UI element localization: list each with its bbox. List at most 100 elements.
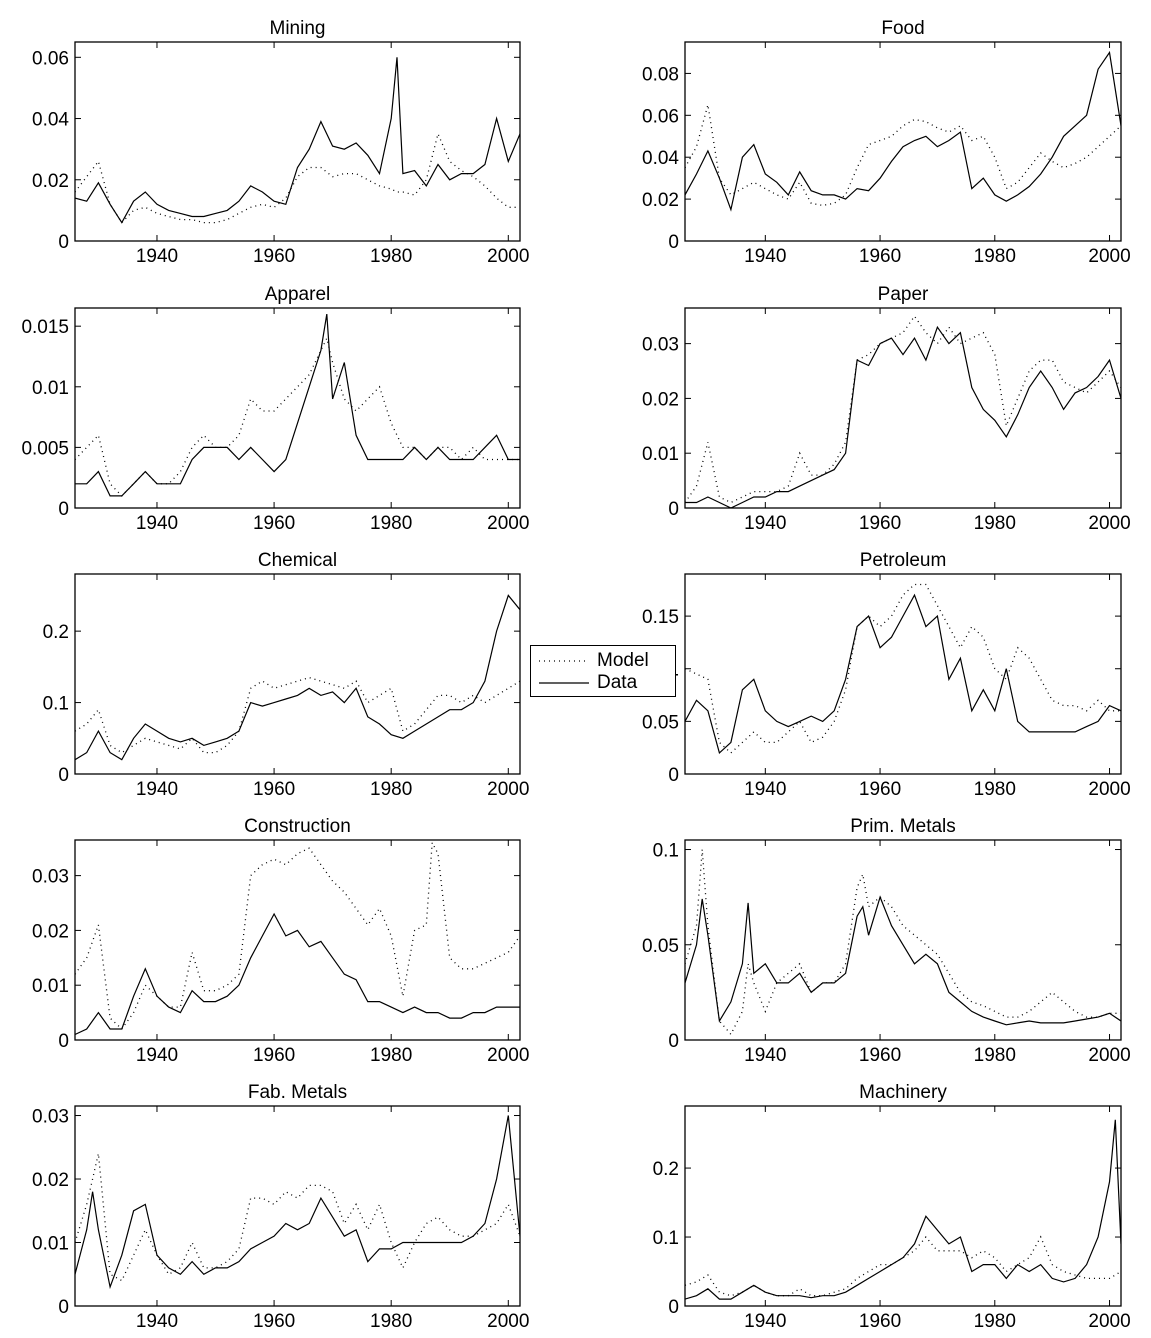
x-tick-label: 1940 (744, 1045, 786, 1066)
x-tick-label: 1960 (253, 779, 295, 800)
panel-fab-metals: Fab. Metals 1940 1960 1980 2000 0 0.01 0.02 0.03 (32, 1082, 529, 1332)
x-tick-label: 1960 (859, 513, 901, 534)
plot-frame (74, 307, 521, 509)
y-tick-label: 0.01 (32, 1234, 69, 1255)
x-tick-label: 1980 (974, 1045, 1016, 1066)
y-tick-label: 0.01 (642, 444, 679, 465)
x-tick-label: 2000 (487, 779, 529, 800)
chart-title: Food (881, 18, 924, 39)
plot-frame (684, 307, 1122, 509)
series-data-line (685, 325, 1121, 508)
x-tick-label: 1960 (253, 1045, 295, 1066)
series-model-line (685, 583, 1121, 754)
series-model-line (685, 849, 1121, 1036)
x-tick-label: 1980 (370, 513, 412, 534)
x-tick-label: 1940 (744, 513, 786, 534)
y-tick-label: 0.015 (21, 317, 69, 338)
series-data-line (75, 1115, 520, 1290)
x-tick-label: 2000 (1088, 1045, 1130, 1066)
y-tick-label: 0.005 (21, 438, 69, 459)
plot-frame (684, 573, 1122, 775)
y-tick-label: 0.02 (32, 1170, 69, 1191)
legend-model-label: Model (597, 650, 649, 671)
panel-construction: Construction 1940 1960 1980 2000 0 0.01 0.02 0.0… (32, 816, 529, 1066)
x-tick-label: 2000 (1088, 1311, 1130, 1332)
y-tick-label: 0.02 (32, 921, 69, 942)
y-tick-label: 0 (58, 1297, 69, 1318)
series-model-line (75, 1153, 520, 1282)
x-tick-label: 1960 (859, 1311, 901, 1332)
x-tick-label: 2000 (487, 1045, 529, 1066)
x-tick-label: 2000 (1088, 779, 1130, 800)
x-tick-label: 1940 (136, 779, 178, 800)
chart-title: Prim. Metals (850, 816, 956, 837)
series-data-line (685, 50, 1121, 212)
plot-frame (74, 839, 521, 1041)
series-model-line (685, 315, 1121, 504)
y-tick-label: 0.1 (653, 1228, 679, 1249)
y-tick-label: 0.1 (43, 694, 69, 715)
panel-chemical: Chemical 1940 1960 1980 2000 0 0.1 0.2 (43, 550, 530, 800)
series-model-line (75, 840, 520, 1030)
series-data-line (685, 593, 1121, 755)
y-tick-label: 0.08 (642, 64, 679, 85)
x-tick-label: 1980 (370, 779, 412, 800)
y-tick-label: 0.05 (642, 936, 679, 957)
x-tick-label: 1980 (370, 1045, 412, 1066)
y-tick-label: 0 (58, 1031, 69, 1052)
x-tick-label: 1940 (744, 246, 786, 267)
series-model-line (75, 676, 520, 754)
y-tick-label: 0 (668, 1297, 679, 1318)
x-tick-label: 1980 (974, 246, 1016, 267)
series-data-line (75, 314, 520, 497)
legend: Model Data (530, 645, 676, 697)
chart-title: Paper (878, 284, 929, 305)
x-tick-label: 2000 (1088, 246, 1130, 267)
y-tick-label: 0.04 (32, 110, 69, 131)
chart-title: Mining (270, 18, 326, 39)
legend-model-row: Model (537, 650, 649, 672)
series-data-line (75, 594, 520, 761)
y-tick-label: 0 (58, 232, 69, 253)
chart-title: Machinery (859, 1082, 947, 1103)
series-model-line (75, 336, 520, 497)
x-tick-label: 1980 (974, 779, 1016, 800)
legend-model-swatch (539, 660, 589, 662)
y-tick-label: 0.06 (32, 48, 69, 69)
x-tick-label: 1940 (744, 1311, 786, 1332)
legend-data-label: Data (597, 672, 638, 693)
y-tick-label: 0 (668, 1031, 679, 1052)
legend-data-row: Data (537, 672, 637, 694)
x-tick-label: 2000 (487, 1311, 529, 1332)
y-tick-label: 0.2 (653, 1159, 679, 1180)
panel-machinery: Machinery 1940 1960 1980 2000 0 0.1 0.2 (653, 1082, 1131, 1332)
x-tick-label: 1940 (136, 1311, 178, 1332)
y-tick-label: 0.2 (43, 622, 69, 643)
series-data-line (75, 912, 520, 1036)
series-model-line (685, 104, 1121, 207)
y-tick-label: 0.03 (642, 335, 679, 356)
y-tick-label: 0 (668, 765, 679, 786)
y-tick-label: 0.04 (642, 148, 679, 169)
y-tick-label: 0 (58, 765, 69, 786)
x-tick-label: 2000 (1088, 513, 1130, 534)
y-tick-label: 0.1 (653, 841, 679, 862)
series-data-line (685, 895, 1121, 1026)
x-tick-label: 1940 (136, 246, 178, 267)
x-tick-label: 1960 (859, 1045, 901, 1066)
y-tick-label: 0.02 (642, 389, 679, 410)
y-tick-label: 0.01 (32, 378, 69, 399)
y-tick-label: 0 (58, 499, 69, 520)
plot-frame (684, 839, 1122, 1041)
x-tick-label: 2000 (487, 513, 529, 534)
series-data-line (685, 1119, 1121, 1300)
chart-title: Fab. Metals (248, 1082, 347, 1103)
x-tick-label: 2000 (487, 246, 529, 267)
plot-frame (74, 41, 521, 242)
x-tick-label: 1960 (253, 513, 295, 534)
x-tick-label: 1980 (370, 246, 412, 267)
y-tick-label: 0 (668, 499, 679, 520)
panel-prim-metals: Prim. Metals 1940 1960 1980 2000 0 0.05 0.1 (642, 816, 1131, 1066)
series-model-line (75, 131, 520, 224)
